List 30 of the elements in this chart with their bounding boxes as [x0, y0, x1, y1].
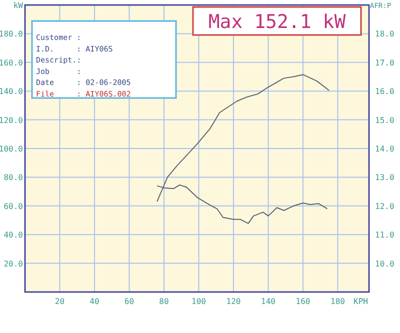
y-axis-title: kW: [13, 1, 24, 10]
y2-tick-label: 12.0: [375, 202, 394, 211]
x-tick-label: 100: [192, 297, 206, 306]
x-tick-label: 140: [261, 297, 276, 306]
x-tick-label: 120: [226, 297, 241, 306]
x-tick-label: 20: [54, 297, 65, 306]
y-tick-label: 40.0: [4, 230, 24, 240]
y2-tick-label: 11.0: [375, 230, 394, 240]
y2-tick-label: 15.0: [375, 116, 394, 125]
x-tick-label: 160: [296, 297, 310, 306]
y-tick-label: 100.0: [0, 144, 24, 154]
y2-tick-label: 13.0: [375, 173, 394, 182]
y2-tick-label: 18.0: [375, 30, 394, 39]
x-tick-label: 60: [124, 297, 134, 306]
y-tick-label: 20.0: [4, 259, 24, 268]
y2-tick-label: 14.0: [375, 144, 394, 154]
y2-tick-label: 17.0: [375, 58, 394, 68]
y-tick-label: 140.0: [0, 87, 24, 96]
x-tick-label: 80: [159, 297, 169, 306]
y-tick-label: 80.0: [4, 173, 24, 182]
y-tick-label: 120.0: [0, 116, 24, 125]
y-tick-label: 180.0: [0, 30, 24, 39]
y2-tick-label: 10.0: [375, 259, 394, 268]
y-tick-label: 60.0: [4, 202, 24, 211]
chart-title: Max 152.1 kW: [208, 11, 346, 33]
y2-tick-label: 16.0: [375, 87, 394, 96]
x-axis-title: KPH: [354, 297, 368, 306]
x-tick-label: 40: [90, 297, 100, 306]
x-tick-label: 180: [330, 297, 346, 306]
y-tick-label: 160.0: [0, 58, 24, 68]
